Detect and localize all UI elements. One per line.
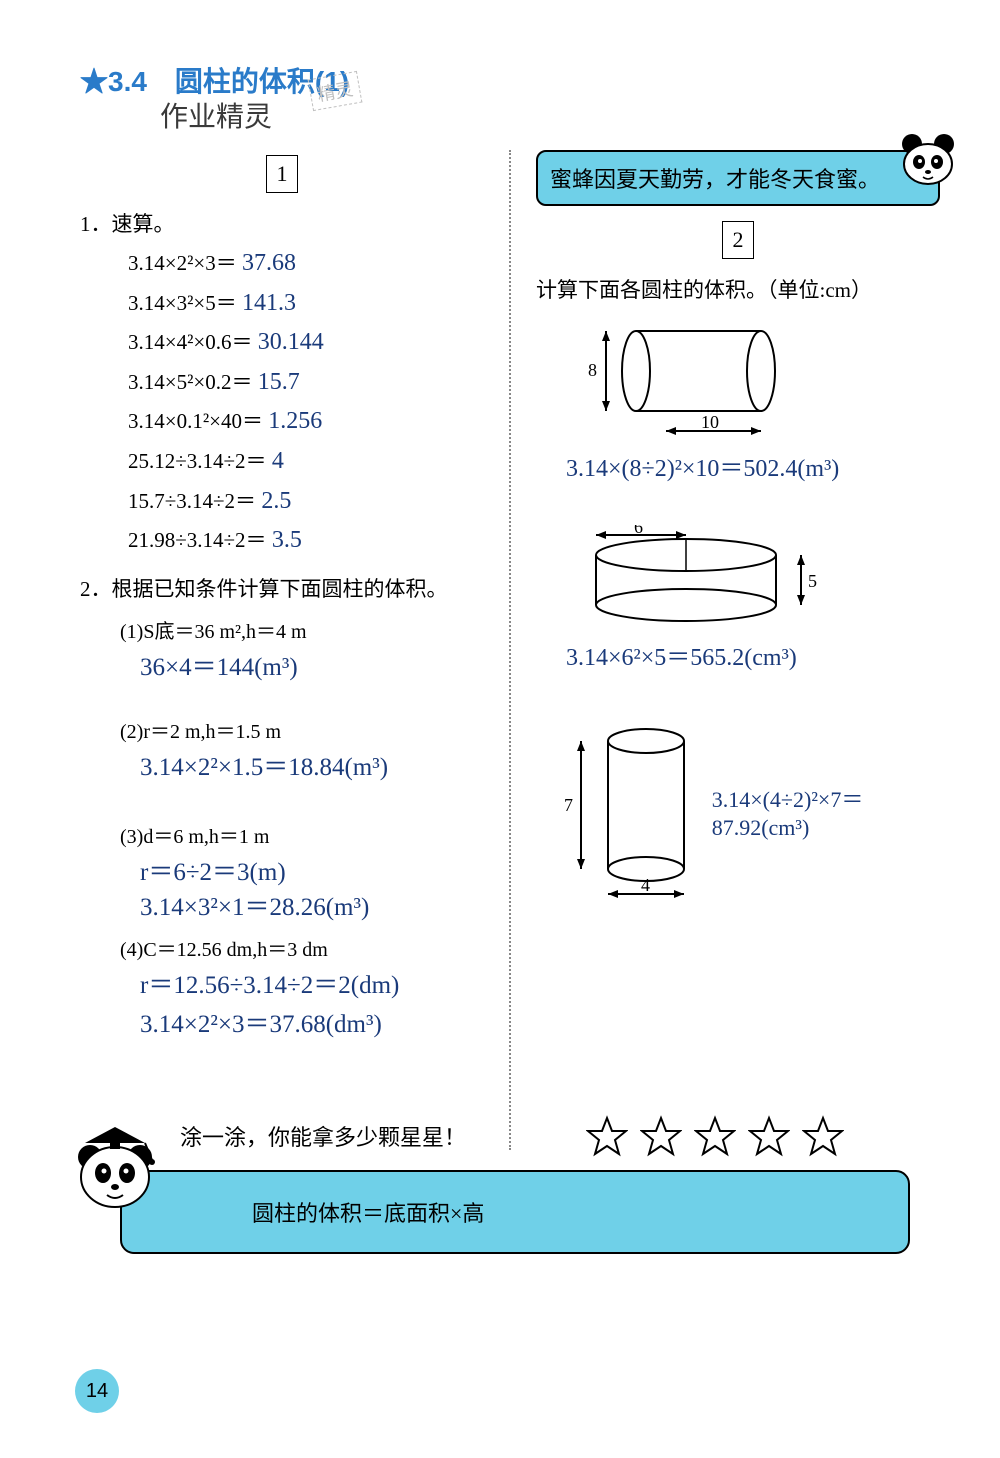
cylinder-3-row: 7 4 3.14×(4÷2)²×7＝87.92(cm³): [536, 714, 940, 914]
right-prompt: 计算下面各圆柱的体积。（单位:cm）: [536, 274, 940, 304]
panda-icon: [898, 132, 958, 187]
calc-expr: 21.98÷3.14÷2＝: [128, 528, 267, 552]
left-column: 1 1．速算。 3.14×2²×3＝ 37.68 3.14×3²×5＝ 141.…: [80, 150, 484, 1150]
calc-line: 15.7÷3.14÷2＝ 2.5: [128, 482, 484, 522]
q2-heading: 2．根据已知条件计算下面圆柱的体积。: [80, 573, 484, 603]
dim-label: 6: [634, 525, 643, 537]
q2-part-given: (3)d＝6 m,h＝1 m: [120, 820, 484, 849]
calc-line: 3.14×4²×0.6＝ 30.144: [128, 323, 484, 363]
cylinder-diagram-1: 8 10: [576, 316, 796, 446]
page-number: 14: [75, 1369, 119, 1413]
section-box-2: 2: [722, 221, 754, 259]
star-icon: [694, 1115, 736, 1157]
calc-expr: 3.14×5²×0.2＝: [128, 370, 252, 394]
calc-line: 25.12÷3.14÷2＝ 4: [128, 442, 484, 482]
formula-box: 圆柱的体积＝底面积×高: [120, 1170, 910, 1254]
q2-part-given: (2)r＝2 m,h＝1.5 m: [120, 715, 484, 744]
calc-answer: 4: [272, 448, 284, 474]
q2-part-work: r＝12.56÷3.14÷2＝2(dm): [140, 968, 484, 1003]
dim-label: 5: [808, 571, 817, 591]
q2-part-work: 3.14×2²×3＝37.68(dm³): [140, 1007, 484, 1042]
panda-graduate-icon: [60, 1115, 170, 1215]
calc-expr: 3.14×3²×5＝: [128, 291, 237, 315]
section-box-1: 1: [266, 155, 298, 193]
calc-answer: 37.68: [242, 250, 296, 276]
calc-line: 3.14×3²×5＝ 141.3: [128, 284, 484, 324]
two-column-layout: 1 1．速算。 3.14×2²×3＝ 37.68 3.14×3²×5＝ 141.…: [80, 150, 940, 1150]
calc-line: 3.14×5²×0.2＝ 15.7: [128, 363, 484, 403]
cylinder-diagram-2: 6 5: [576, 525, 836, 635]
calc-line: 3.14×2²×3＝ 37.68: [128, 244, 484, 284]
cylinder-answer: 3.14×(4÷2)²×7＝87.92(cm³): [712, 786, 940, 843]
dim-label: 7: [564, 795, 573, 815]
q2-part-work: 3.14×3²×1＝28.26(m³): [140, 890, 484, 925]
column-divider: [509, 150, 511, 1150]
right-column: 蜜蜂因夏天勤劳，才能冬天食蜜。 2 计算下面各圆柱的体积。（单位:cm）: [536, 150, 940, 1150]
calc-answer: 141.3: [242, 290, 296, 316]
calc-answer: 30.144: [258, 329, 324, 355]
cylinder-answer: 3.14×(8÷2)²×10＝502.4(m³): [566, 454, 940, 485]
subtitle-handwritten: 作业精灵: [160, 95, 940, 135]
calc-line: 3.14×0.1²×40＝ 1.256: [128, 402, 484, 442]
calc-expr: 3.14×0.1²×40＝: [128, 409, 263, 433]
dim-label: 10: [701, 412, 719, 432]
star-icon: [586, 1115, 628, 1157]
calc-answer: 3.5: [272, 527, 302, 553]
cylinder-diagram-3: 7 4: [546, 719, 702, 909]
calc-answer: 1.256: [268, 408, 322, 434]
dim-label: 4: [641, 875, 650, 895]
calc-expr: 15.7÷3.14÷2＝: [128, 489, 256, 513]
q2-part-work: 36×4＝144(m³): [140, 650, 484, 685]
q1-heading: 1．速算。: [80, 208, 484, 238]
calc-expr: 25.12÷3.14÷2＝: [128, 449, 267, 473]
dim-label: 8: [588, 360, 597, 380]
q2-part-work: 3.14×2²×1.5＝18.84(m³): [140, 750, 484, 785]
worksheet-page: ★3.4 圆柱的体积(1) 作业精灵 精灵 1 1．速算。 3.14×2²×3＝…: [0, 0, 1000, 1458]
star-icon: [748, 1115, 790, 1157]
q2-part-given: (4)C＝12.56 dm,h＝3 dm: [120, 933, 484, 962]
q2-part-given: (1)S底＝36 m²,h＝4 m: [120, 615, 484, 644]
q2-part-work: r＝6÷2＝3(m): [140, 855, 484, 890]
stars-row: 涂一涂，你能拿多少颗星星！: [180, 1115, 960, 1157]
calc-answer: 15.7: [258, 369, 300, 395]
star-icon: [640, 1115, 682, 1157]
calc-answer: 2.5: [261, 488, 291, 514]
calc-expr: 3.14×2²×3＝: [128, 251, 237, 275]
title-row: ★3.4 圆柱的体积(1): [80, 60, 940, 100]
motivational-quote-box: 蜜蜂因夏天勤劳，才能冬天食蜜。: [536, 150, 940, 206]
star-group: [586, 1115, 844, 1157]
formula-text: 圆柱的体积＝底面积×高: [252, 1201, 484, 1226]
quote-text: 蜜蜂因夏天勤劳，才能冬天食蜜。: [550, 167, 880, 192]
calc-expr: 3.14×4²×0.6＝: [128, 330, 252, 354]
calc-line: 21.98÷3.14÷2＝ 3.5: [128, 521, 484, 561]
stars-prompt: 涂一涂，你能拿多少颗星星！: [180, 1120, 466, 1152]
star-icon: [802, 1115, 844, 1157]
cylinder-answer: 3.14×6²×5＝565.2(cm³): [566, 643, 940, 674]
